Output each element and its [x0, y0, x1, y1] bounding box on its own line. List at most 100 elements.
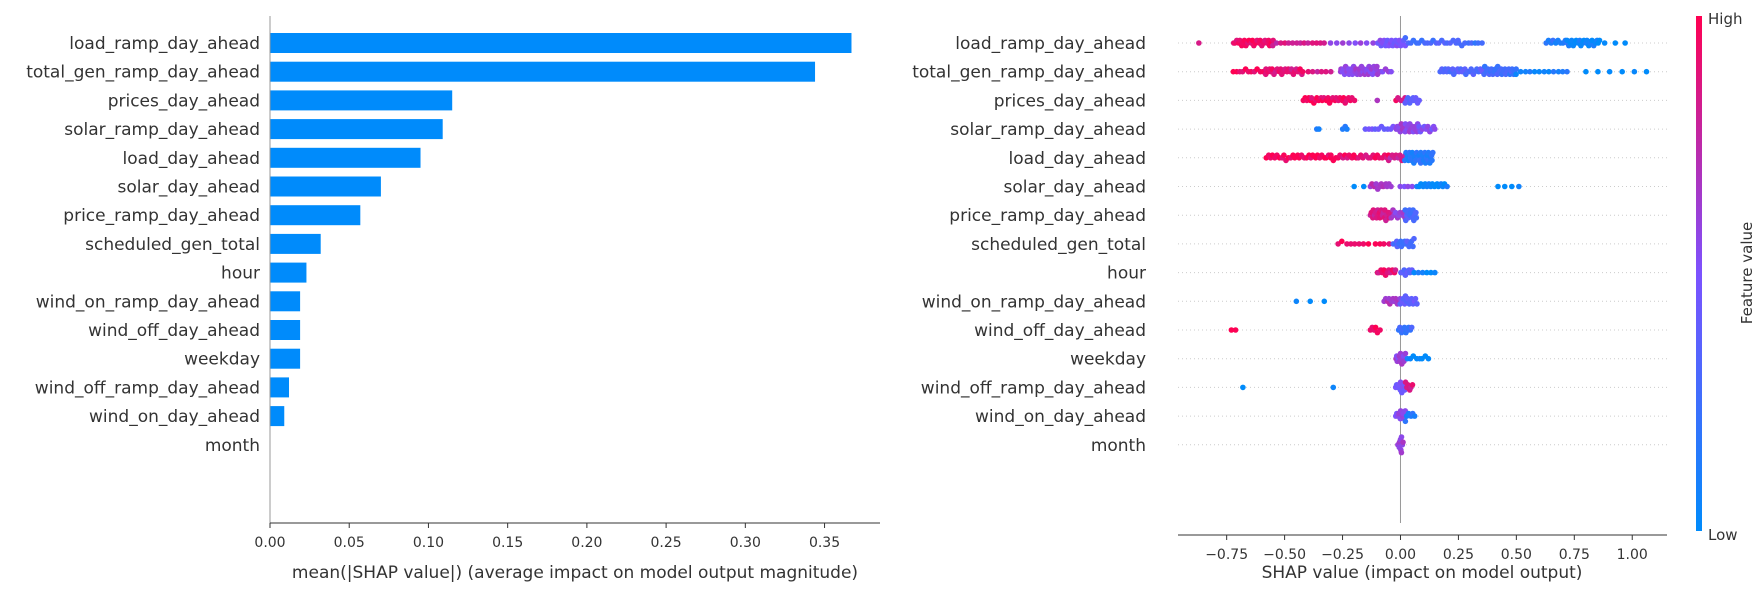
bar-price_ramp_day_ahead [270, 205, 361, 226]
swarm-point [1428, 269, 1434, 276]
swarm-point [1541, 68, 1548, 75]
swarm-point [1517, 68, 1524, 75]
swarm-point [1240, 384, 1246, 391]
swarm-label-wind_on_day_ahead: wind_on_day_ahead [975, 407, 1146, 427]
swarm-point [1479, 40, 1485, 46]
swarm-x-ticks: −0.75 −0.50 −0.25 0.00 0.25 0.50 0.75 1.00 [1205, 535, 1648, 563]
swarm-label-load_ramp_day_ahead: load_ramp_day_ahead [955, 34, 1146, 54]
swarm-point [1357, 40, 1364, 46]
swarm-point [1307, 298, 1314, 305]
swarm-row-total_gen_ramp_day_ahead [1230, 63, 1650, 78]
swarm-row-gridlines [1178, 42, 1667, 446]
swarm-point [1402, 418, 1409, 425]
swarm-point [1410, 243, 1416, 250]
swarm-point [1559, 68, 1566, 75]
swarm-point [1409, 183, 1415, 190]
bar-series [270, 33, 852, 427]
swarm-x-tick-label: 0.50 [1501, 547, 1532, 563]
swarm-point [1495, 183, 1501, 190]
swarm-point [1398, 434, 1405, 440]
swarm-point [1397, 379, 1404, 386]
swarm-point [1409, 382, 1416, 388]
swarm-label-solar_ramp_day_ahead: solar_ramp_day_ahead [950, 120, 1146, 140]
swarm-point [1309, 40, 1316, 46]
swarm-row-load_ramp_day_ahead [1196, 35, 1628, 49]
swarm-row-load_day_ahead [1263, 149, 1436, 166]
swarm-point [1232, 327, 1239, 333]
bar-label-solar_day_ahead: solar_day_ahead [117, 178, 260, 198]
feature-value-colorbar: High Low Feature value [1696, 10, 1756, 544]
swarm-point [1372, 324, 1379, 331]
swarm-point [1388, 183, 1394, 190]
swarm-point [1432, 126, 1438, 132]
swarm-label-month: month [1091, 436, 1146, 456]
bar-x-tick-label: 0.00 [254, 535, 285, 551]
swarm-point [1411, 235, 1417, 242]
swarm-point [1606, 68, 1613, 75]
mean-shap-bar-chart: load_ramp_day_ahead total_gen_ramp_day_ah… [26, 16, 880, 583]
bar-hour [270, 262, 307, 283]
swarm-point [1411, 269, 1417, 276]
swarm-x-tick-label: 0.00 [1385, 547, 1416, 563]
swarm-row-scheduled_gen_total [1335, 235, 1417, 250]
bar-x-tick-label: 0.05 [334, 535, 365, 551]
swarm-x-tick-label: −0.25 [1321, 547, 1364, 563]
bar-label-load_day_ahead: load_day_ahead [123, 149, 260, 169]
swarm-label-scheduled_gen_total: scheduled_gen_total [971, 235, 1146, 255]
bar-wind_off_ramp_day_ahead [270, 377, 290, 398]
swarm-row-wind_off_ramp_day_ahead [1240, 379, 1416, 396]
bar-label-solar_ramp_day_ahead: solar_ramp_day_ahead [64, 120, 260, 140]
swarm-point [1631, 68, 1638, 75]
bar-x-tick-label: 0.20 [571, 535, 602, 551]
swarm-point [1386, 241, 1392, 247]
swarm-point [1550, 68, 1557, 75]
swarm-points [1196, 35, 1650, 456]
swarm-point [1425, 123, 1431, 130]
swarm-point [1321, 298, 1328, 305]
swarm-point [1643, 68, 1650, 75]
swarm-point [1564, 68, 1570, 75]
bar-label-month: month [205, 436, 260, 456]
swarm-point [1516, 183, 1522, 190]
swarm-label-wind_off_day_ahead: wind_off_day_ahead [974, 321, 1146, 341]
swarm-point [1196, 40, 1202, 46]
swarm-point [1339, 40, 1346, 46]
swarm-point [1424, 269, 1430, 276]
bar-weekday [270, 348, 301, 369]
bar-solar_day_ahead [270, 176, 381, 197]
swarm-label-price_ramp_day_ahead: price_ramp_day_ahead [949, 206, 1146, 226]
swarm-point [1365, 241, 1372, 247]
bar-label-wind_on_ramp_day_ahead: wind_on_ramp_day_ahead [36, 292, 260, 312]
swarm-point [1273, 40, 1280, 46]
swarm-point [1400, 439, 1406, 446]
swarm-row-wind_on_ramp_day_ahead [1293, 293, 1420, 307]
swarm-point [1316, 126, 1322, 132]
swarm-point [1622, 40, 1628, 46]
bar-load_ramp_day_ahead [270, 33, 852, 53]
swarm-point [1612, 40, 1619, 46]
swarm-label-solar_day_ahead: solar_day_ahead [1003, 178, 1146, 198]
swarm-point [1308, 95, 1315, 101]
bar-label-price_ramp_day_ahead: price_ramp_day_ahead [63, 206, 260, 226]
swarm-point [1351, 241, 1358, 247]
bar-wind_on_ramp_day_ahead [270, 291, 301, 312]
swarm-row-wind_off_day_ahead [1228, 324, 1415, 336]
swarm-x-axis-label: SHAP value (impact on model output) [1262, 563, 1583, 583]
swarm-row-prices_day_ahead [1300, 95, 1422, 106]
swarm-point [1402, 350, 1409, 357]
bar-label-weekday: weekday [184, 350, 260, 370]
swarm-point [1595, 68, 1601, 75]
bar-label-hour: hour [221, 264, 260, 284]
swarm-point [1344, 241, 1350, 247]
bar-scheduled_gen_total [270, 233, 321, 254]
swarm-row-solar_day_ahead [1351, 181, 1522, 192]
swarm-row-hour [1374, 267, 1438, 279]
bar-x-tick-label: 0.10 [413, 535, 444, 551]
bar-x-axis-label: mean(|SHAP value|) (average impact on mo… [292, 563, 858, 583]
swarm-point [1392, 267, 1399, 273]
bar-wind_on_day_ahead [270, 406, 285, 427]
swarm-point [1277, 40, 1284, 46]
swarm-point [1285, 40, 1292, 46]
swarm-label-load_day_ahead: load_day_ahead [1009, 149, 1146, 169]
